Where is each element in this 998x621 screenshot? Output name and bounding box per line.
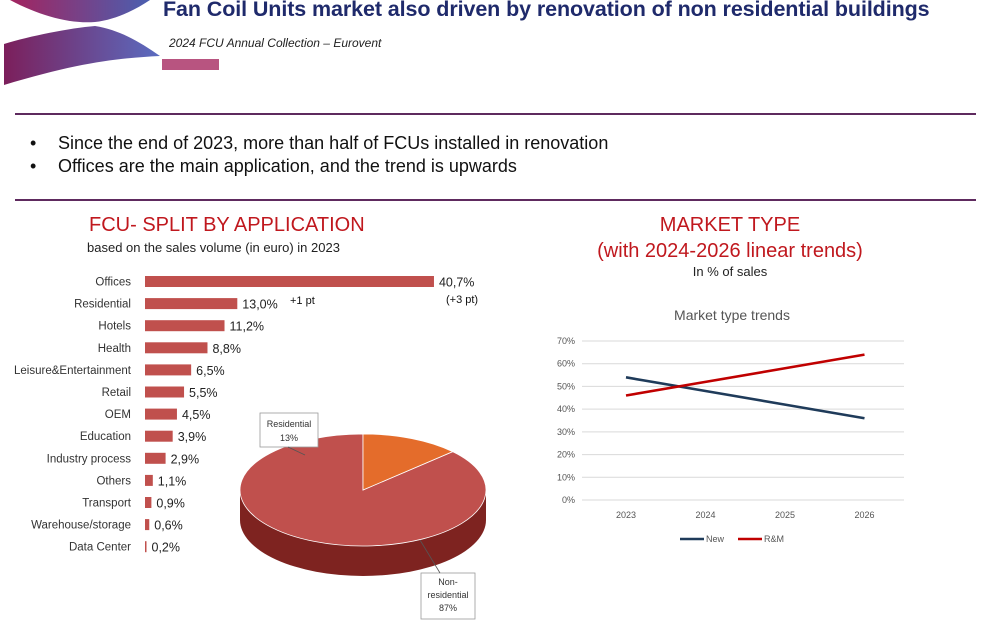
bar (145, 541, 147, 553)
pie-label-box-residential (259, 412, 319, 448)
x-tick-label: 2025 (775, 510, 795, 520)
divider-top (15, 113, 976, 115)
logo-ribbon (4, 0, 160, 85)
bar-category-label: Retail (102, 387, 131, 399)
bar-category-label: Offices (95, 277, 131, 289)
bar (145, 474, 153, 486)
bar-value-label: 0,6% (154, 519, 183, 533)
bar-value-label: 5,5% (189, 386, 218, 400)
bar-value-label: 1,1% (158, 474, 187, 488)
bar-category-label: Industry process (47, 453, 132, 465)
x-tick-label: 2023 (616, 510, 636, 520)
y-tick-label: 60% (557, 359, 575, 369)
bar (145, 519, 150, 531)
right-panel-title: MARKET TYPE (with 2024-2026 linear trend… (555, 212, 905, 264)
right-title-line1: MARKET TYPE (659, 214, 801, 236)
left-panel-subtitle: based on the sales volume (in euro) in 2… (87, 240, 340, 255)
pie-label-residential-value: 13% (280, 433, 298, 443)
bar-category-label: Data Center (69, 542, 131, 554)
series-line-new (625, 376, 865, 420)
bullet-item: Since the end of 2023, more than half of… (30, 132, 608, 155)
y-tick-label: 10% (557, 472, 575, 482)
bar-value-label: 3,9% (178, 430, 207, 444)
legend-label: New (706, 534, 725, 544)
series-line-rm (625, 353, 865, 397)
pie-side (240, 490, 486, 576)
bar-category-label: Warehouse/storage (31, 520, 131, 532)
bar-category-label: Education (80, 431, 131, 443)
bar-value-label: 0,9% (156, 497, 185, 511)
bar-category-label: Leisure&Entertainment (14, 365, 132, 377)
pie-label-non-residential-name: residential (427, 590, 468, 600)
pie-label-residential-name: Residential (267, 419, 312, 429)
bar-category-label: Residential (74, 299, 131, 311)
right-title-line2: (with 2024-2026 linear trends) (597, 240, 863, 262)
bar-value-label: 8,8% (212, 342, 241, 356)
accent-bar (162, 59, 219, 70)
bar-category-label: Health (98, 343, 131, 355)
pie-label-non-residential-name: Non- (438, 577, 458, 587)
bar (145, 452, 166, 464)
bar-value-label: 2,9% (171, 452, 200, 466)
bar (145, 364, 192, 376)
y-tick-label: 50% (557, 381, 575, 391)
bar-value-label: 6,5% (196, 364, 225, 378)
pie-slice-residential (362, 433, 454, 491)
bar-category-label: Others (96, 475, 131, 487)
offices-trend-annotation: (+3 pt) (446, 294, 478, 306)
bar-value-label: 40,7% (439, 276, 474, 290)
bar-value-label: 13,0% (242, 298, 277, 312)
y-tick-label: 40% (557, 404, 575, 414)
bar (145, 408, 177, 420)
bar (145, 276, 434, 287)
x-tick-label: 2026 (854, 510, 874, 520)
bar-category-label: Transport (82, 498, 132, 510)
slide-title: Fan Coil Units market also driven by ren… (163, 0, 930, 21)
line-chart-title: Market type trends (674, 307, 790, 323)
market-split-pie-chart: Residential 13% Non-residential 87% (239, 412, 487, 620)
pie-label-box-non-residential (420, 572, 476, 620)
divider-bottom (15, 199, 976, 201)
residential-trend-annotation: +1 pt (290, 295, 315, 307)
bullet-list: Since the end of 2023, more than half of… (30, 132, 608, 178)
bar-value-label: 4,5% (182, 408, 211, 422)
legend-label: R&M (764, 534, 784, 544)
y-tick-label: 0% (562, 495, 575, 505)
market-type-line-chart: Market type trends 0% 10% 20% 30% 40% 50% 60% 70… (557, 307, 904, 544)
x-tick-label: 2024 (695, 510, 715, 520)
bar (145, 430, 173, 442)
bar (145, 386, 185, 398)
bar-value-label: 0,2% (152, 541, 181, 555)
bar-category-label: Hotels (98, 321, 131, 333)
bullet-item: Offices are the main application, and th… (30, 155, 608, 178)
pie-label-non-residential-value: 87% (439, 603, 457, 613)
left-panel-title: FCU- SPLIT BY APPLICATION (89, 214, 365, 236)
right-panel-subtitle: In % of sales (692, 264, 768, 279)
bar (145, 342, 208, 354)
bar-value-label: 11,2% (230, 320, 265, 334)
bar-category-label: OEM (105, 409, 131, 421)
y-tick-label: 30% (557, 427, 575, 437)
pie-leader-residential (287, 446, 306, 456)
bar (145, 298, 238, 310)
bar (145, 320, 225, 332)
slide-subtitle: 2024 FCU Annual Collection – Eurovent (169, 36, 382, 50)
y-tick-label: 70% (557, 336, 575, 346)
pie-leader-non-residential (419, 539, 441, 574)
bar (145, 497, 152, 508)
application-bar-chart: Offices 40,7% Residential 13,0% Hotels 11,2% H… (14, 276, 478, 555)
y-tick-label: 20% (557, 450, 575, 460)
